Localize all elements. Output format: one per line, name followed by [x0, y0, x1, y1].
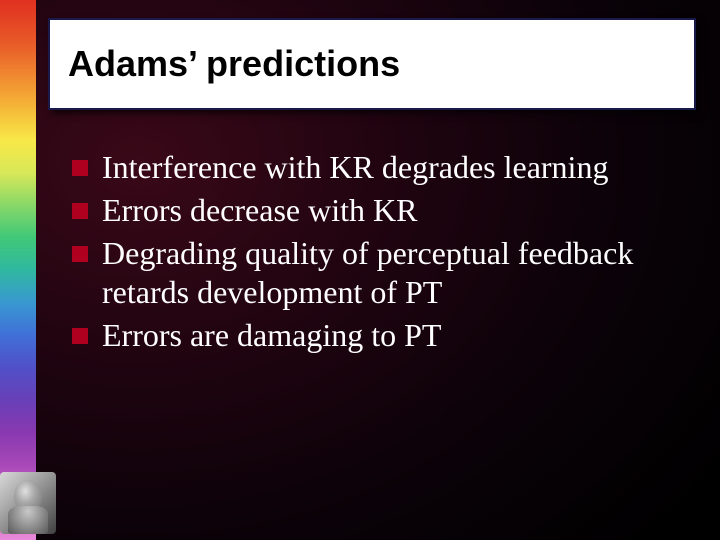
bullet-text: Errors decrease with KR — [102, 191, 417, 230]
bullet-text: Interference with KR degrades learning — [102, 148, 608, 187]
list-item: Errors decrease with KR — [72, 191, 692, 230]
bullet-text: Errors are damaging to PT — [102, 316, 441, 355]
list-item: Errors are damaging to PT — [72, 316, 692, 355]
bullet-list: Interference with KR degrades learning E… — [72, 148, 692, 359]
square-bullet-icon — [72, 246, 88, 262]
rainbow-sidebar-strip — [0, 0, 36, 540]
square-bullet-icon — [72, 203, 88, 219]
slide-title: Adams’ predictions — [68, 43, 400, 85]
list-item: Interference with KR degrades learning — [72, 148, 692, 187]
title-container: Adams’ predictions — [48, 18, 696, 110]
list-item: Degrading quality of perceptual feedback… — [72, 234, 692, 312]
bullet-text: Degrading quality of perceptual feedback… — [102, 234, 692, 312]
slide-body: Adams’ predictions Interference with KR … — [36, 0, 720, 540]
classical-bust-icon — [0, 472, 56, 534]
square-bullet-icon — [72, 160, 88, 176]
square-bullet-icon — [72, 328, 88, 344]
